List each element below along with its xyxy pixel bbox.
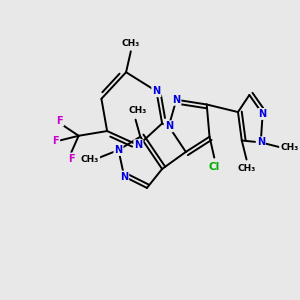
Text: F: F bbox=[52, 136, 59, 146]
Text: Cl: Cl bbox=[209, 162, 220, 172]
Text: CH₃: CH₃ bbox=[122, 39, 140, 48]
Text: N: N bbox=[172, 95, 180, 105]
Text: N: N bbox=[134, 140, 142, 150]
Text: N: N bbox=[165, 121, 173, 131]
Text: CH₃: CH₃ bbox=[280, 143, 298, 152]
Text: CH₃: CH₃ bbox=[81, 155, 99, 164]
Text: F: F bbox=[68, 154, 74, 164]
Text: N: N bbox=[257, 137, 265, 147]
Text: N: N bbox=[259, 109, 267, 119]
Text: CH₃: CH₃ bbox=[128, 106, 147, 115]
Text: CH₃: CH₃ bbox=[237, 164, 256, 173]
Text: N: N bbox=[120, 172, 128, 182]
Text: N: N bbox=[152, 86, 160, 96]
Text: N: N bbox=[114, 145, 122, 155]
Text: F: F bbox=[56, 116, 63, 126]
